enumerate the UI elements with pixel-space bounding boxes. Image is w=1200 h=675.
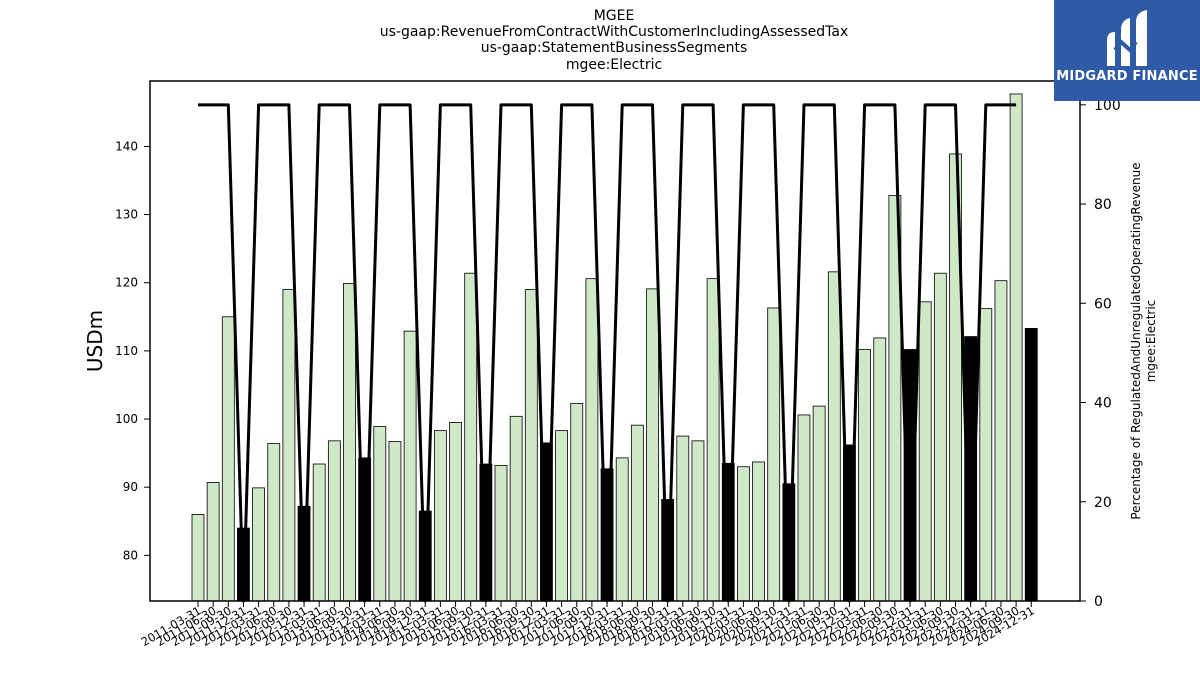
bar-2023-06-30 (933, 272, 947, 602)
bar-2018-06-30 (630, 424, 644, 602)
bar-2021-06-30 (812, 405, 826, 602)
bar-2011-06-30 (206, 482, 220, 602)
y-tick-label-120: 120 (115, 276, 138, 290)
y-axis-label-right: Percentage of RegulatedAndUnregulatedOpe… (1129, 162, 1158, 519)
bar-2024-06-30 (994, 280, 1008, 602)
right-tick-label-80: 80 (1094, 197, 1112, 213)
bar-2019-09-30 (706, 278, 720, 602)
y-tick-label-100: 100 (115, 412, 138, 426)
bar-2022-03-31 (858, 349, 871, 602)
bar-2017-03-31 (555, 430, 568, 602)
bar-2016-06-30 (509, 415, 523, 602)
bar-2013-09-30 (343, 283, 356, 602)
bar-2020-06-30 (752, 461, 765, 602)
chart-title-line-3: us-gaap:StatementBusinessSegments (481, 40, 748, 56)
bar-2018-03-31 (615, 457, 629, 602)
bar-2021-09-30 (827, 271, 841, 602)
bar-2020-09-30 (767, 307, 781, 602)
y-tick-label-140: 140 (115, 139, 138, 153)
chart-title-line-2: us-gaap:RevenueFromContractWithCustomerI… (380, 24, 849, 40)
bar-2020-03-31 (737, 466, 750, 602)
right-tick-label-60: 60 (1094, 296, 1112, 312)
bar-2011-09-30 (221, 316, 235, 602)
y-axis-label-left: USDm (83, 310, 107, 372)
bar-2012-03-31 (252, 487, 266, 602)
right-y-axis: 0 20 40 60 80 100 (1080, 98, 1121, 610)
x-axis: 2011-03-312011-06-302011-09-302011-12-31… (139, 601, 1037, 649)
logo-text: MIDGARD FINANCE (1056, 69, 1198, 84)
bar-2012-06-30 (267, 443, 281, 602)
chart-title-line-4: mgee:Electric (566, 57, 662, 73)
bar-2013-06-30 (327, 440, 341, 602)
y-tick-label-110: 110 (115, 344, 138, 358)
bar-2019-03-31 (676, 435, 690, 602)
logo-mark-icon (1107, 10, 1147, 66)
bar-2012-09-30 (282, 289, 296, 602)
bar-2022-06-30 (873, 337, 887, 602)
bar-2014-03-31 (373, 426, 387, 602)
y-tick-label-90: 90 (123, 480, 138, 494)
bar-2024-12-31 (1024, 327, 1038, 602)
bar-2014-09-30 (403, 330, 417, 602)
y-axis-label-right-line-2: mgee:Electric (1144, 300, 1158, 383)
right-tick-label-0: 0 (1094, 594, 1103, 610)
bar-2014-06-30 (388, 441, 402, 602)
bar-2013-03-31 (312, 463, 326, 602)
bar-2018-09-30 (646, 288, 659, 602)
chart-title: MGEE us-gaap:RevenueFromContractWithCust… (380, 8, 849, 73)
bar-2011-03-31 (191, 514, 205, 602)
bar-2023-03-31 (918, 301, 932, 602)
bar-2016-03-31 (494, 464, 508, 602)
bar-2016-09-30 (524, 289, 538, 602)
bar-2017-06-30 (570, 402, 584, 602)
bar-2015-03-31 (433, 430, 447, 602)
bar-2024-09-30 (1009, 93, 1023, 602)
y-tick-label-80: 80 (123, 548, 138, 562)
bar-2017-09-30 (585, 278, 599, 602)
bar-2021-03-31 (797, 414, 811, 602)
brand-logo: MIDGARD FINANCE (1054, 0, 1200, 101)
bar-2019-06-30 (691, 440, 705, 602)
plot-frame (149, 80, 1081, 602)
bar-2015-06-30 (449, 422, 462, 602)
y-tick-label-130: 130 (115, 208, 138, 222)
right-tick-label-100: 100 (1094, 98, 1121, 114)
y-axis-label-right-line-1: Percentage of RegulatedAndUnregulatedOpe… (1129, 162, 1143, 519)
bar-2024-03-31 (979, 308, 993, 602)
chart-title-line-1: MGEE (594, 8, 635, 24)
left-y-axis: 80 90 100 110 120 130 140 (115, 139, 150, 562)
right-tick-label-40: 40 (1094, 396, 1112, 412)
bar-2015-09-30 (464, 272, 478, 602)
right-tick-label-20: 20 (1094, 495, 1112, 511)
